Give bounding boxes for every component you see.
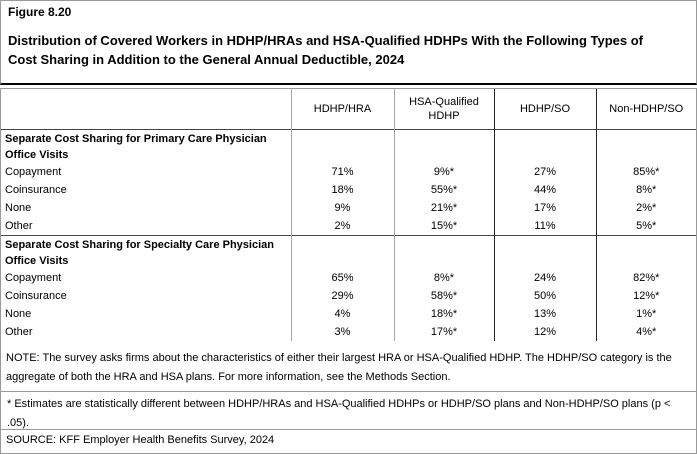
row-label: Copayment: [5, 272, 62, 284]
empty-cell: [393, 235, 494, 269]
cell-value: 9%: [290, 199, 394, 217]
row-label: Other: [5, 219, 33, 232]
cell-value: 2%*: [595, 199, 696, 217]
cell-value: 50%: [493, 287, 596, 305]
table-row: None 4% 18%* 13% 1%*: [1, 305, 696, 323]
cost-sharing-table: HDHP/HRA HSA-Qualified HDHP HDHP/SO Non-…: [1, 89, 696, 341]
source-text: SOURCE: KFF Employer Health Benefits Sur…: [0, 430, 697, 454]
row-label: Coinsurance: [5, 184, 67, 196]
cell-value: 18%: [290, 181, 394, 199]
column-header-hsa-qualified-hdhp: HSA-Qualified HDHP: [393, 89, 494, 129]
section-header-row: Separate Cost Sharing for Primary Care P…: [1, 129, 696, 163]
table-row: Copayment 65% 8%* 24% 82%*: [1, 269, 696, 287]
footnote-text: * Estimates are statistically different …: [0, 392, 697, 430]
row-label: None: [5, 202, 32, 214]
cell-value: 17%*: [393, 323, 494, 341]
cell-value: 11%: [493, 217, 596, 235]
cell-value: 58%*: [393, 287, 494, 305]
row-label: None: [5, 308, 32, 320]
cell-value: 8%*: [595, 181, 696, 199]
table-row: Coinsurance 29% 58%* 50% 12%*: [1, 287, 696, 305]
column-header-hdhp-so: HDHP/SO: [493, 89, 596, 129]
cell-value: 2%: [290, 217, 394, 235]
cell-value: 55%*: [393, 181, 494, 199]
table-row: Other 3% 17%* 12% 4%*: [1, 323, 696, 341]
empty-cell: [290, 235, 394, 269]
empty-cell: [595, 129, 696, 163]
cell-value: 3%: [290, 323, 394, 341]
cell-value: 21%*: [393, 199, 494, 217]
cell-value: 12%: [493, 323, 596, 341]
table-row: Copayment 71% 9%* 27% 85%*: [1, 163, 696, 181]
cell-value: 29%: [290, 287, 394, 305]
cell-value: 27%: [493, 163, 596, 181]
cell-value: 4%*: [595, 323, 696, 341]
cell-value: 71%: [290, 163, 394, 181]
cell-value: 82%*: [595, 269, 696, 287]
cell-value: 4%: [290, 305, 394, 323]
note-text: NOTE: The survey asks firms about the ch…: [6, 352, 672, 383]
section-title: Separate Cost Sharing for Primary Care P…: [5, 132, 267, 161]
column-header-row: HDHP/HRA HSA-Qualified HDHP HDHP/SO Non-…: [1, 89, 696, 129]
empty-cell: [393, 129, 494, 163]
cell-value: 8%*: [393, 269, 494, 287]
section-header-row: Separate Cost Sharing for Specialty Care…: [1, 235, 696, 269]
table-and-note-block: HDHP/HRA HSA-Qualified HDHP HDHP/SO Non-…: [0, 88, 697, 392]
cell-value: 5%*: [595, 217, 696, 235]
corner-cell: [1, 89, 291, 129]
cell-value: 15%*: [393, 217, 494, 235]
row-label: Other: [5, 326, 33, 338]
cell-value: 44%: [493, 181, 596, 199]
column-header-non-hdhp-so: Non-HDHP/SO: [595, 89, 696, 129]
cell-value: 85%*: [595, 163, 696, 181]
figure-number: Figure 8.20: [8, 5, 72, 19]
cell-value: 1%*: [595, 305, 696, 323]
title-block: Figure 8.20 Distribution of Covered Work…: [0, 0, 697, 85]
cell-value: 9%*: [393, 163, 494, 181]
cell-value: 12%*: [595, 287, 696, 305]
empty-cell: [595, 235, 696, 269]
empty-cell: [493, 129, 596, 163]
section-title: Separate Cost Sharing for Specialty Care…: [5, 238, 274, 267]
empty-cell: [493, 235, 596, 269]
figure-title: Distribution of Covered Workers in HDHP/…: [8, 33, 643, 67]
column-header-hdhp-hra: HDHP/HRA: [290, 89, 394, 129]
table-row: None 9% 21%* 17% 2%*: [1, 199, 696, 217]
table-row: Other 2% 15%* 11% 5%*: [1, 217, 696, 235]
cell-value: 65%: [290, 269, 394, 287]
cell-value: 24%: [493, 269, 596, 287]
cell-value: 17%: [493, 199, 596, 217]
table-row: Coinsurance 18% 55%* 44% 8%*: [1, 181, 696, 199]
row-label: Coinsurance: [5, 290, 67, 302]
empty-cell: [290, 129, 394, 163]
row-label: Copayment: [5, 166, 62, 178]
cell-value: 18%*: [393, 305, 494, 323]
cell-value: 13%: [493, 305, 596, 323]
